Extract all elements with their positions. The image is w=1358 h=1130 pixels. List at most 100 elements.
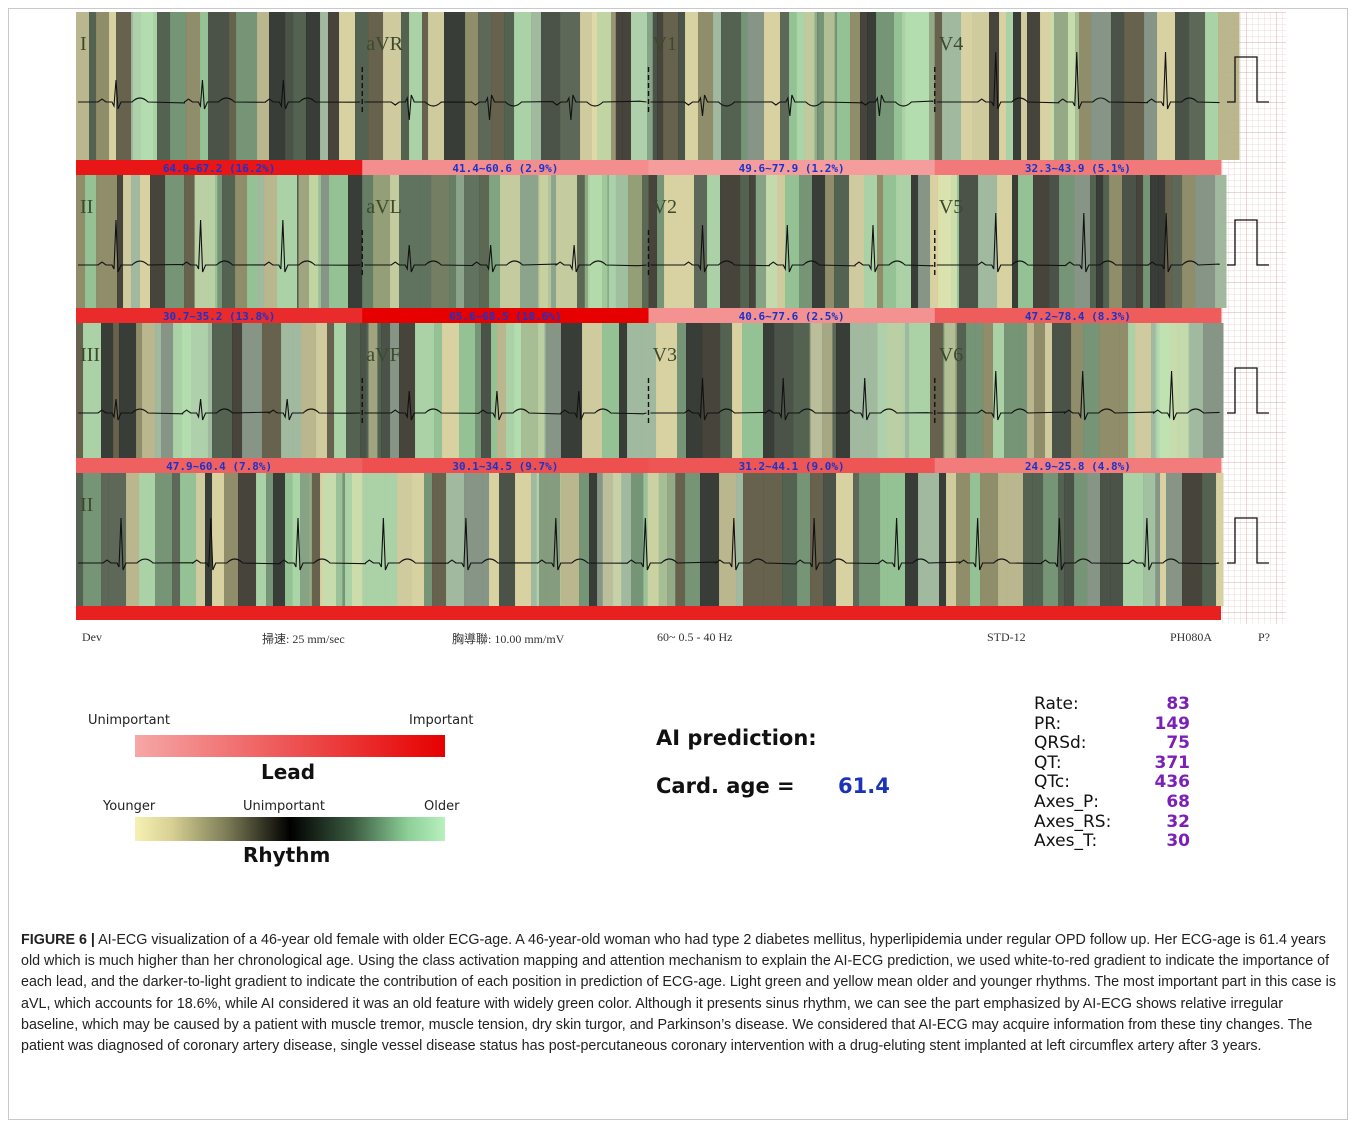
heatmap-stripe xyxy=(257,12,270,160)
measurement-label: QT: xyxy=(1034,752,1062,773)
heatmap-stripe xyxy=(273,473,286,606)
heatmap-stripe xyxy=(1052,323,1072,458)
heatmap-stripe xyxy=(740,175,750,308)
heatmap-stripe xyxy=(961,12,973,160)
heatmap-stripe xyxy=(196,473,206,606)
heatmap-stripe xyxy=(707,175,721,308)
heatmap-stripe xyxy=(911,175,919,308)
heatmap-stripe xyxy=(419,175,432,308)
heatmap-stripe xyxy=(860,12,868,160)
heatmap-stripe xyxy=(229,12,237,160)
heatmap-stripe xyxy=(489,175,501,308)
chest-gain-label: 胸導聯: 10.00 mm/mV xyxy=(452,632,565,646)
heatmap-stripe xyxy=(686,323,703,458)
heatmap-stripe xyxy=(348,175,363,308)
lead-legend-left: Unimportant xyxy=(88,713,170,728)
heatmap-stripe xyxy=(150,175,166,308)
heatmap-stripe xyxy=(224,473,239,606)
heatmap-stripe xyxy=(116,12,132,160)
heatmap-stripe xyxy=(850,12,861,160)
heatmap-stripe xyxy=(656,323,678,458)
heatmap-stripe xyxy=(1004,323,1021,458)
lead-legend-right: Important xyxy=(409,713,474,728)
measurement-value: 32 xyxy=(1166,811,1190,832)
heatmap-stripe xyxy=(1007,473,1024,606)
lead-label: aVR xyxy=(366,33,403,55)
heatmap-stripe xyxy=(1034,323,1046,458)
heatmap-stripe xyxy=(589,473,598,606)
heatmap-stripe xyxy=(83,323,102,458)
lead-importance-label: 24.9~25.8 (4.8%) xyxy=(1025,460,1131,473)
lead-importance-bars: 64.9~67.2 (16.2%) 41.4~60.6 (2.9%) 49.6~77… xyxy=(76,160,1222,620)
ecg-trace xyxy=(364,94,647,121)
heatmap-stripe xyxy=(1135,323,1152,458)
measurement-value: 30 xyxy=(1166,831,1190,852)
heatmap-stripe xyxy=(850,323,869,458)
measurement-value: 371 xyxy=(1154,752,1191,773)
heatmap-stripe xyxy=(1087,473,1101,606)
measurement-row: Axes_T: 30 xyxy=(1034,831,1204,851)
heatmap-stripe xyxy=(136,323,143,458)
heatmap-stripe xyxy=(763,473,783,606)
heatmap-stripe xyxy=(1218,12,1240,160)
figure-caption: FIGURE 6 | AI-ECG visualization of a 46-… xyxy=(21,930,1336,1057)
lead-label: V4 xyxy=(939,33,963,55)
caption-text: AI-ECG visualization of a 46-year old fe… xyxy=(21,932,1337,1055)
heatmap-highlight xyxy=(823,12,835,160)
heatmap-stripe xyxy=(836,323,851,458)
heatmap-stripe xyxy=(966,323,976,458)
heatmap-highlight xyxy=(536,473,561,606)
heatmap-stripe xyxy=(465,12,479,160)
heatmap-stripe xyxy=(719,473,737,606)
heatmap-stripe xyxy=(520,175,539,308)
heatmap-stripe xyxy=(96,175,118,308)
measurement-label: Axes_T: xyxy=(1034,831,1098,852)
heatmap-stripe xyxy=(212,473,225,606)
heatmap-stripe xyxy=(780,12,790,160)
heatmap-stripe xyxy=(1195,175,1216,308)
heatmap-stripe xyxy=(109,12,117,160)
heatmap-stripe xyxy=(1215,175,1227,308)
calibration-pulse xyxy=(1227,517,1269,564)
heatmap-stripe xyxy=(277,175,298,308)
heatmap-stripe xyxy=(1033,175,1050,308)
heatmap-stripe xyxy=(577,175,589,308)
heatmap-stripe xyxy=(698,12,714,160)
heatmap-stripe xyxy=(479,175,490,308)
rhythm-legend-title: Rhythm xyxy=(243,843,331,867)
heatmap-stripe xyxy=(867,12,877,160)
heatmap-stripe xyxy=(700,473,720,606)
heatmap-stripe xyxy=(139,473,156,606)
heatmap-stripe xyxy=(262,323,282,458)
heatmap-stripe xyxy=(939,473,947,606)
heatmap-stripe xyxy=(622,12,632,160)
heatmap-stripe xyxy=(264,175,278,308)
heatmap-stripe xyxy=(157,12,171,160)
heatmap-stripe xyxy=(1090,175,1097,308)
heatmap-stripe xyxy=(685,473,701,606)
lead-label: V2 xyxy=(653,196,677,218)
heatmap-stripe xyxy=(896,175,912,308)
heatmap-stripe xyxy=(1006,12,1014,160)
heatmap-stripe xyxy=(385,473,398,606)
heatmap-stripe xyxy=(720,323,733,458)
heatmap-stripe xyxy=(339,12,347,160)
lead-importance-bar xyxy=(362,458,649,473)
heatmap-stripe xyxy=(499,473,516,606)
heatmap-highlight xyxy=(804,12,815,160)
heatmap-highlight xyxy=(602,473,622,606)
heatmap-highlight xyxy=(944,323,957,458)
lead-legend-title: Lead xyxy=(261,760,316,784)
heatmap-stripe xyxy=(309,473,321,606)
heatmap-stripe xyxy=(515,473,532,606)
heatmap-stripe xyxy=(1165,175,1173,308)
measurement-row: QRSd: 75 xyxy=(1034,733,1204,753)
lead-importance-bar xyxy=(76,458,363,473)
lead-importance-bar xyxy=(648,308,936,323)
heatmap-stripe xyxy=(161,323,174,458)
heatmap-highlight xyxy=(298,175,319,308)
heatmap-highlight xyxy=(322,473,343,606)
heatmap-stripe xyxy=(232,323,243,458)
heatmap-stripe xyxy=(415,323,435,458)
heatmap-stripe xyxy=(1172,175,1183,308)
